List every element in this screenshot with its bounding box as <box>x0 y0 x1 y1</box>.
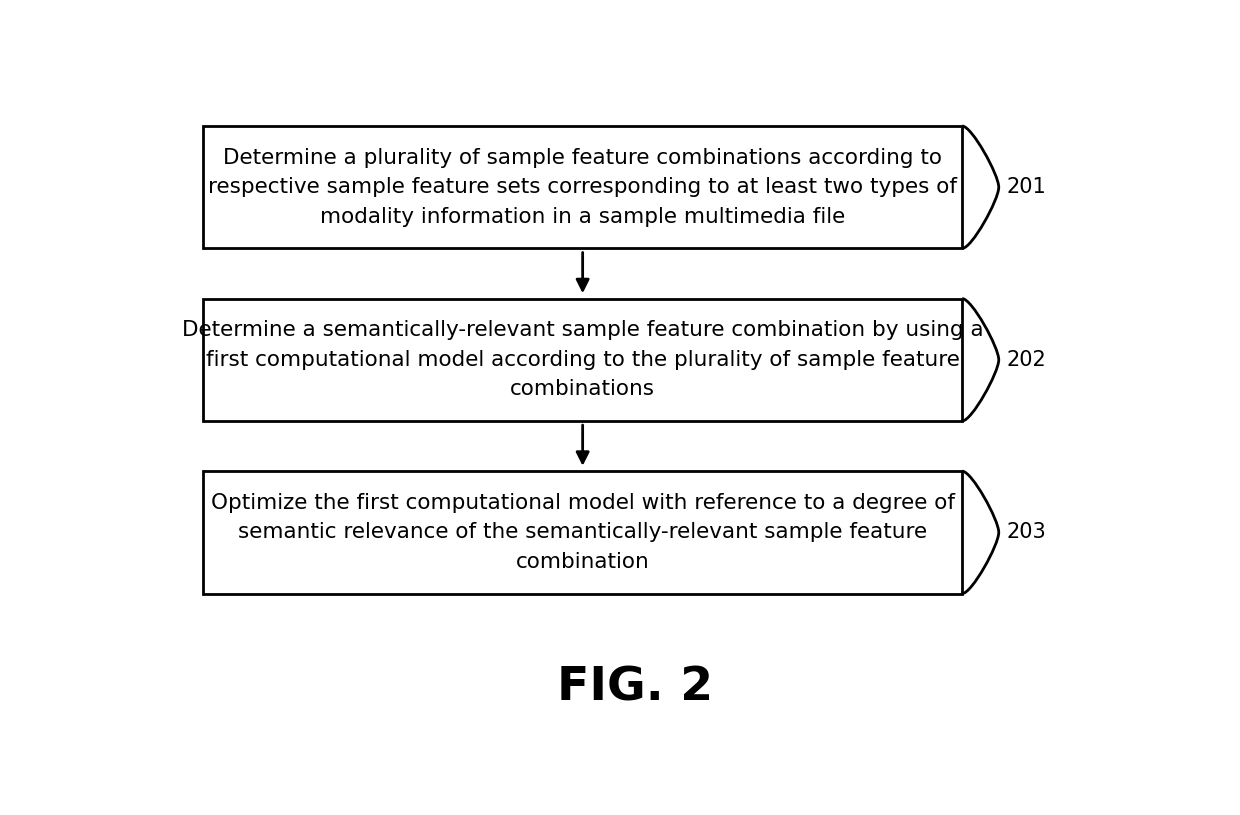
Text: 203: 203 <box>1007 522 1047 542</box>
FancyBboxPatch shape <box>203 471 962 593</box>
Text: FIG. 2: FIG. 2 <box>558 665 713 710</box>
Text: Optimize the first computational model with reference to a degree of
semantic re: Optimize the first computational model w… <box>211 493 955 572</box>
Text: Determine a semantically-relevant sample feature combination by using a
first co: Determine a semantically-relevant sample… <box>182 320 983 399</box>
FancyBboxPatch shape <box>203 298 962 421</box>
Text: 201: 201 <box>1007 177 1047 197</box>
Text: 202: 202 <box>1007 350 1047 370</box>
Text: Determine a plurality of sample feature combinations according to
respective sam: Determine a plurality of sample feature … <box>208 148 957 227</box>
FancyBboxPatch shape <box>203 126 962 249</box>
